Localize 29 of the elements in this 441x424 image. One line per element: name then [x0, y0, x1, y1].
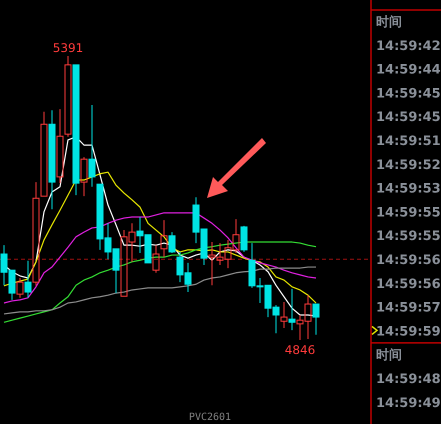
- text: 14:59:51: [376, 134, 441, 149]
- annotation: 5391: [52, 41, 84, 55]
- candlestick: [64, 56, 72, 138]
- text: 14:59:48: [376, 372, 441, 387]
- candlestick: [288, 288, 296, 331]
- candlestick: [24, 260, 32, 298]
- text: 14:59:42: [376, 38, 441, 54]
- text: 时间: [376, 348, 402, 364]
- text: 14:59:52: [376, 158, 441, 173]
- text: 14:59:45: [376, 110, 441, 126]
- candlestick: [88, 104, 96, 188]
- candlestick: [152, 244, 160, 274]
- text: 14:59:55: [376, 229, 441, 244]
- text: 14:59:44: [376, 62, 441, 78]
- text: 14:59:49: [376, 396, 441, 411]
- candlestick: [32, 182, 40, 286]
- text: PVC2601: [188, 412, 232, 423]
- text: 14:59:45: [376, 86, 441, 102]
- candlestick: [48, 110, 56, 210]
- annotation: 4846: [284, 343, 316, 357]
- text: 14:59:55: [376, 205, 441, 220]
- text: 14:59:56: [376, 276, 441, 292]
- text: 14:59:56: [376, 253, 441, 268]
- text: 时间: [376, 15, 402, 30]
- text: 14:59:53: [376, 182, 441, 197]
- text: 14:59:57: [376, 300, 441, 316]
- candlestick: [160, 220, 168, 258]
- text: 14:59:59: [376, 324, 441, 340]
- candlestick: [280, 301, 288, 329]
